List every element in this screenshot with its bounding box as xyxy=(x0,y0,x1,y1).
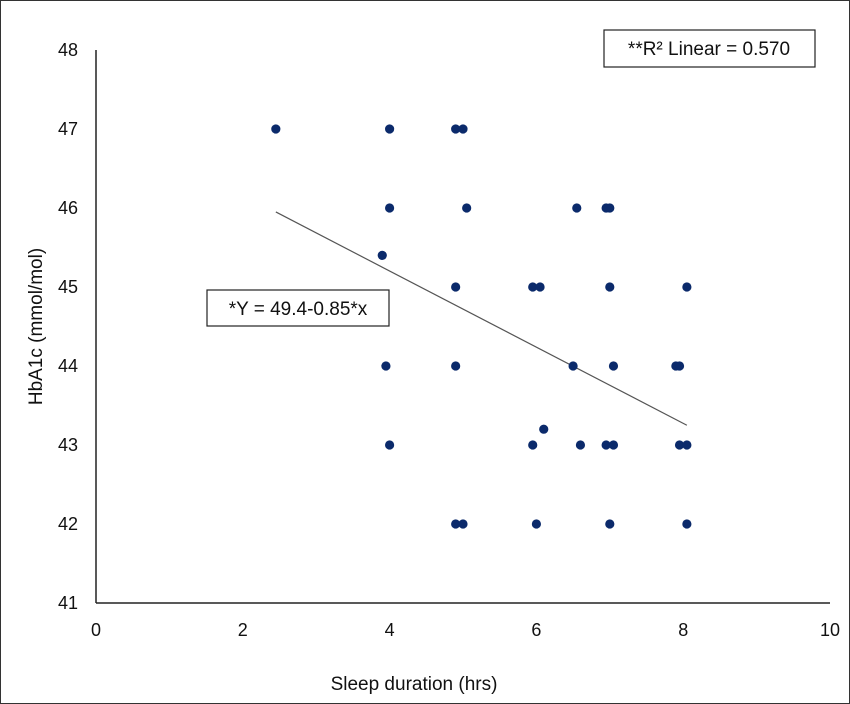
data-point xyxy=(385,203,395,213)
data-point xyxy=(381,361,391,371)
y-tick-label: 48 xyxy=(58,40,78,60)
trendline xyxy=(275,211,688,426)
data-point xyxy=(674,440,685,450)
data-point xyxy=(462,203,472,213)
x-tick-label: 2 xyxy=(238,620,248,640)
x-tick-labels: 0 2 4 6 8 10 xyxy=(91,620,840,640)
data-point xyxy=(451,361,461,371)
y-tick-label: 44 xyxy=(58,356,78,376)
data-point xyxy=(385,124,395,134)
data-point xyxy=(458,124,468,134)
r-squared-box: **R² Linear = 0.570 xyxy=(603,29,816,68)
x-tick-label: 4 xyxy=(385,620,395,640)
data-point xyxy=(674,361,685,371)
data-point xyxy=(377,250,387,260)
data-point xyxy=(572,203,582,213)
data-point xyxy=(682,519,692,529)
y-tick-label: 45 xyxy=(58,277,78,297)
y-tick-labels: 41 42 43 44 45 46 47 48 xyxy=(58,40,78,613)
x-tick-label: 0 xyxy=(91,620,101,640)
data-point xyxy=(575,440,586,450)
data-point xyxy=(271,124,281,134)
data-point xyxy=(605,203,615,213)
y-axis-title: HbA1c (mmol/mol) xyxy=(26,248,47,405)
data-point xyxy=(605,282,615,292)
data-point xyxy=(451,124,461,134)
data-point xyxy=(451,282,461,292)
equation-box: *Y = 49.4-0.85*x xyxy=(206,289,390,327)
data-point xyxy=(605,519,615,529)
data-point xyxy=(385,440,395,450)
data-point xyxy=(451,519,461,529)
equation-box-frame xyxy=(206,289,390,327)
equation-label: *Y = 49.4-0.85*x xyxy=(229,299,368,320)
y-tick-label: 42 xyxy=(58,514,78,534)
y-tick-label: 47 xyxy=(58,119,78,139)
x-axis-title: Sleep duration (hrs) xyxy=(331,674,498,695)
r-squared-label: **R² Linear = 0.570 xyxy=(628,39,790,60)
r-squared-box-frame xyxy=(603,29,816,68)
data-point xyxy=(458,519,468,529)
x-tick-label: 8 xyxy=(678,620,688,640)
x-tick-label: 10 xyxy=(820,620,840,640)
data-point xyxy=(682,282,692,292)
data-point xyxy=(608,440,619,450)
data-point xyxy=(539,424,549,434)
data-point xyxy=(531,519,542,529)
axes xyxy=(95,50,830,604)
data-point xyxy=(608,361,619,371)
data-point xyxy=(601,440,611,450)
x-tick-label: 6 xyxy=(531,620,541,640)
y-tick-label: 43 xyxy=(58,435,78,455)
data-point xyxy=(535,282,545,292)
data-points xyxy=(271,124,692,529)
data-point xyxy=(528,440,538,450)
data-point xyxy=(682,440,692,450)
y-tick-label: 46 xyxy=(58,198,78,218)
data-point xyxy=(568,361,578,371)
data-point xyxy=(528,282,538,292)
y-tick-label: 41 xyxy=(58,593,78,613)
